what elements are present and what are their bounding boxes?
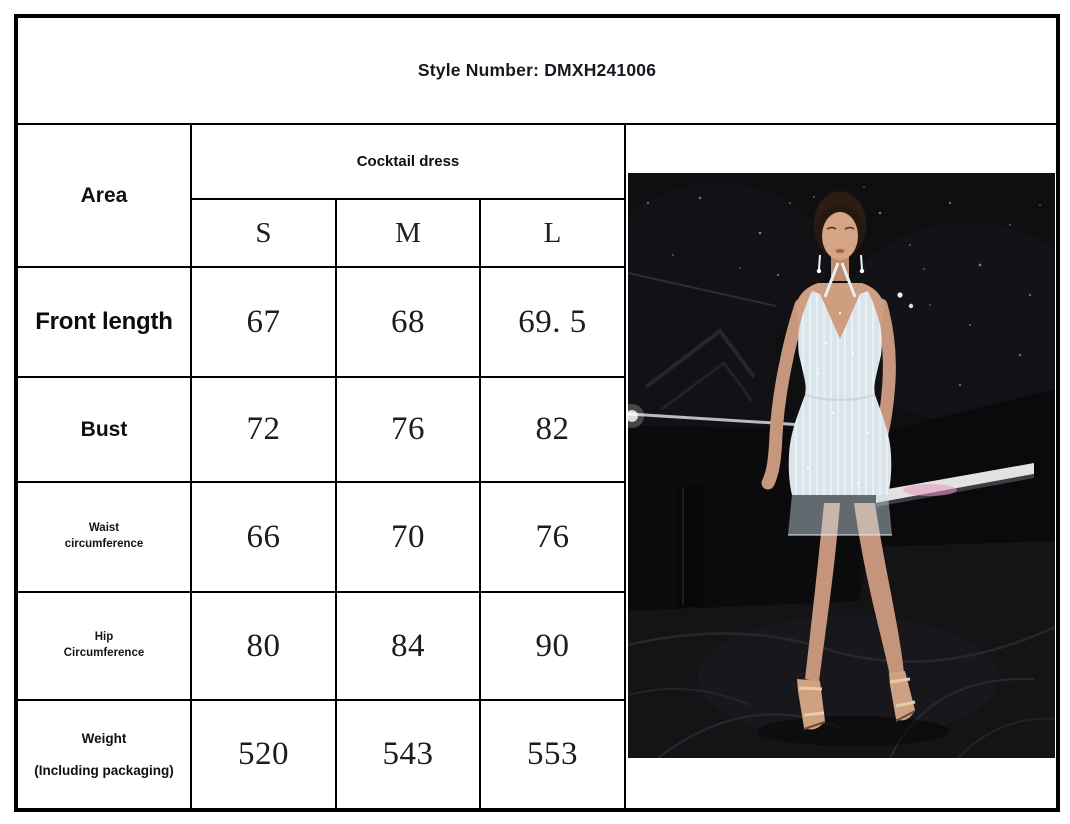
piano-leg — [677, 485, 704, 609]
hip-value-m: 84 — [335, 591, 481, 701]
row-label-hip: Hip Circumference — [15, 591, 192, 701]
size-header-m: M — [335, 198, 481, 268]
cocktail-dress — [787, 262, 892, 536]
keyboard-pink-glow — [902, 484, 957, 496]
row-label-weight: Weight (Including packaging) — [15, 699, 192, 811]
earrings — [816, 254, 864, 274]
weight-value-l: 553 — [479, 699, 626, 811]
waist-value-s: 66 — [190, 481, 337, 593]
product-header-label: Cocktail dress — [356, 153, 460, 170]
area-header-label: Area — [80, 183, 128, 207]
nude-heel-sandals — [796, 671, 915, 730]
model-figure — [756, 191, 949, 746]
waist-value-l: 76 — [479, 481, 626, 593]
row-label-front-length: Front length — [15, 266, 192, 378]
bust-value-s: 72 — [190, 376, 337, 483]
row-label-waist: Waist circumference — [15, 481, 192, 593]
style-number-title: Style Number: DMXH241006 — [14, 15, 1060, 125]
area-header-cell: Area — [15, 123, 192, 268]
sheer-hem — [787, 495, 892, 535]
front-length-value-l: 69. 5 — [479, 266, 626, 378]
model-left-arm — [761, 298, 808, 490]
size-header-row: S M L — [16, 198, 1058, 268]
product-photo-cell — [623, 123, 1060, 811]
front-length-value-m: 68 — [335, 266, 481, 378]
hip-value-s: 80 — [190, 591, 337, 701]
product-photo — [627, 173, 1055, 758]
model-face — [821, 212, 858, 260]
bust-value-l: 82 — [479, 376, 626, 483]
waist-value-m: 70 — [335, 481, 481, 593]
table-row-front-length: Front length 67 68 69. 5 — [15, 266, 1058, 378]
size-chart-table: Style Number: DMXH241006 Area Cocktail d… — [14, 14, 1061, 812]
fabric-floor — [627, 541, 1055, 758]
bust-value-m: 76 — [335, 376, 481, 483]
size-header-l: L — [479, 198, 626, 268]
front-length-value-s: 67 — [190, 266, 337, 378]
size-header-s: S — [190, 198, 337, 268]
row-label-bust: Bust — [15, 376, 192, 483]
table-row-hip: Hip Circumference 80 84 90 — [15, 591, 1058, 701]
hip-value-l: 90 — [479, 591, 626, 701]
table-row-bust: Bust 72 76 82 — [15, 376, 1058, 483]
weight-value-s: 520 — [190, 699, 337, 811]
model-left-leg — [804, 503, 840, 682]
table-row-weight: Weight (Including packaging) 520 543 553 — [15, 699, 1058, 811]
table-row-waist: Waist circumference 66 70 76 — [15, 481, 1058, 593]
weight-value-m: 543 — [335, 699, 481, 811]
model-right-leg — [853, 503, 904, 676]
style-number-text: Style Number: DMXH241006 — [417, 60, 657, 80]
product-header-cell: Cocktail dress — [190, 123, 626, 200]
